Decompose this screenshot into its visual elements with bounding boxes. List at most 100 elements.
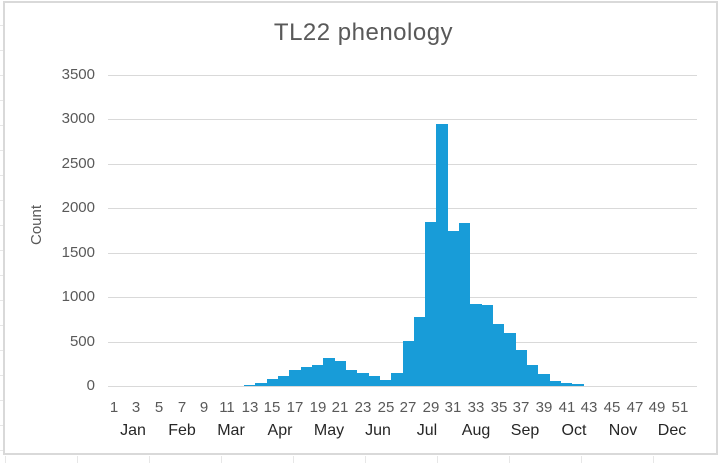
bar-week-42[interactable] (572, 384, 584, 386)
x-tick-label-week-1: 1 (109, 399, 119, 416)
x-group-label-mar: Mar (217, 422, 245, 439)
cell-gridline-horizontal (0, 425, 3, 426)
y-axis-title: Count (28, 204, 45, 245)
x-group-label-sep: Sep (510, 422, 540, 439)
cell-gridline-vertical (365, 456, 366, 463)
x-group-label-apr: Apr (267, 422, 293, 439)
x-tick-label-week-33: 33 (467, 399, 485, 416)
bar-week-27[interactable] (403, 341, 414, 386)
cell-gridline-horizontal (0, 200, 3, 201)
cell-gridline-vertical (221, 456, 222, 463)
cell-gridline-horizontal (0, 50, 3, 51)
bar-week-30[interactable] (436, 124, 448, 386)
bar-week-17[interactable] (289, 370, 301, 386)
cell-gridline-vertical (149, 456, 150, 463)
bar-week-40[interactable] (550, 381, 561, 386)
x-tick-label-week-15: 15 (263, 399, 281, 416)
gridline-500 (108, 342, 697, 343)
cell-gridline-horizontal (0, 225, 3, 226)
bar-week-35[interactable] (493, 324, 504, 386)
x-tick-label-week-47: 47 (626, 399, 644, 416)
cell-gridline-horizontal (0, 300, 3, 301)
x-tick-label-week-9: 9 (199, 399, 209, 416)
y-tick-label-500: 500 (69, 333, 95, 350)
bar-week-19[interactable] (312, 365, 323, 386)
y-tick-label-3500: 3500 (61, 66, 95, 83)
x-tick-label-week-35: 35 (490, 399, 508, 416)
bar-week-22[interactable] (346, 370, 357, 386)
cell-gridline-horizontal (0, 25, 3, 26)
x-tick-label-week-49: 49 (648, 399, 666, 416)
x-tick-label-week-45: 45 (603, 399, 621, 416)
bar-week-26[interactable] (391, 373, 403, 386)
x-tick-label-week-37: 37 (512, 399, 530, 416)
x-tick-label-week-27: 27 (399, 399, 417, 416)
cell-gridline-horizontal (0, 375, 3, 376)
x-tick-label-week-11: 11 (219, 399, 235, 416)
x-tick-label-week-51: 51 (671, 399, 689, 416)
x-tick-label-week-39: 39 (535, 399, 553, 416)
y-tick-label-2500: 2500 (61, 155, 95, 172)
gridline-3000 (108, 119, 697, 120)
cell-gridline-horizontal (0, 150, 3, 151)
x-group-label-oct: Oct (561, 422, 587, 439)
cell-gridline-horizontal (0, 250, 3, 251)
x-tick-label-week-7: 7 (177, 399, 187, 416)
cell-gridline-horizontal (0, 75, 3, 76)
bar-week-33[interactable] (470, 304, 482, 386)
bar-week-32[interactable] (459, 223, 470, 386)
gridline-3500 (108, 75, 697, 76)
bar-week-34[interactable] (482, 305, 493, 386)
bar-week-31[interactable] (448, 231, 459, 386)
bar-week-39[interactable] (538, 374, 550, 386)
bar-week-38[interactable] (527, 365, 538, 386)
cell-gridline-vertical (653, 456, 654, 463)
cell-gridline-vertical (509, 456, 510, 463)
gridline-2500 (108, 164, 697, 165)
x-group-label-jun: Jun (365, 422, 391, 439)
bar-week-24[interactable] (369, 376, 380, 386)
bar-week-15[interactable] (267, 379, 278, 386)
x-tick-label-week-25: 25 (377, 399, 395, 416)
cell-gridline-vertical (437, 456, 438, 463)
cell-gridline-vertical (293, 456, 294, 463)
bar-week-18[interactable] (301, 367, 312, 386)
x-tick-label-week-3: 3 (131, 399, 141, 416)
bar-week-16[interactable] (278, 376, 289, 386)
bar-week-13[interactable] (244, 385, 255, 386)
cell-gridline-vertical (77, 456, 78, 463)
cell-gridline-horizontal (0, 400, 3, 401)
bar-week-21[interactable] (335, 361, 346, 386)
bar-week-20[interactable] (323, 358, 335, 386)
cell-gridline-horizontal (0, 125, 3, 126)
cell-gridline-horizontal (0, 350, 3, 351)
bar-week-41[interactable] (561, 383, 572, 386)
x-tick-label-week-19: 19 (309, 399, 327, 416)
bar-week-28[interactable] (414, 317, 425, 386)
bar-week-37[interactable] (516, 350, 527, 386)
bar-week-25[interactable] (380, 380, 391, 386)
bar-week-29[interactable] (425, 222, 436, 386)
gridline-1000 (108, 297, 697, 298)
x-tick-label-week-41: 41 (558, 399, 576, 416)
x-group-label-dec: Dec (657, 422, 687, 439)
x-group-label-nov: Nov (608, 422, 638, 439)
bar-week-36[interactable] (504, 333, 516, 386)
y-tick-label-1500: 1500 (61, 244, 95, 261)
x-group-label-feb: Feb (168, 422, 196, 439)
x-tick-label-week-17: 17 (286, 399, 304, 416)
x-tick-label-week-29: 29 (422, 399, 440, 416)
plot-area (108, 75, 697, 387)
bar-week-14[interactable] (255, 383, 267, 386)
x-tick-label-week-5: 5 (154, 399, 164, 416)
chart-title: TL22 phenology (273, 19, 454, 46)
gridline-1500 (108, 253, 697, 254)
x-group-label-aug: Aug (461, 422, 491, 439)
bar-week-23[interactable] (357, 373, 369, 386)
cell-gridline-vertical (581, 456, 582, 463)
gridline-0 (108, 386, 697, 387)
y-tick-label-0: 0 (86, 377, 95, 394)
cell-gridline-horizontal (0, 275, 3, 276)
cell-gridline-horizontal (0, 175, 3, 176)
